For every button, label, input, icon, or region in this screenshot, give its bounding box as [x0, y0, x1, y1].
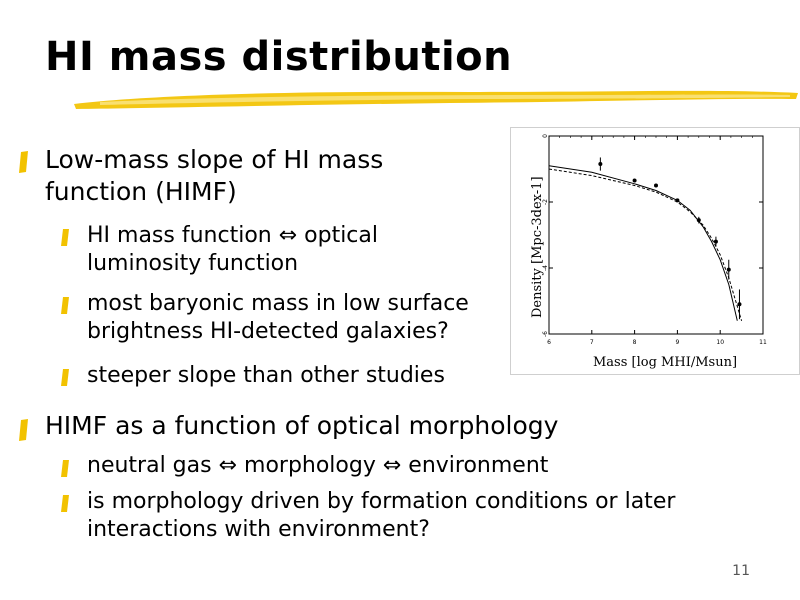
x-tick-label: 6: [547, 339, 551, 346]
title-underline-brushstroke: [74, 90, 798, 109]
data-point: [713, 239, 718, 244]
sub-bullet-marker-icon: [61, 297, 69, 314]
plot-frame: [548, 135, 764, 335]
brushstroke-highlight: [100, 94, 790, 105]
x-tick-label: 10: [716, 339, 724, 346]
slide-title: HI mass distribution: [45, 34, 513, 80]
sub-bullet-steeper-slope: steeper slope than other studies: [87, 363, 445, 388]
himf-curve: [548, 168, 743, 321]
sub-bullet-marker-icon: [61, 495, 69, 512]
himf-figure: 6 7 8 9 10 11 0 -2 -4 -6 Density [Mpc-3dex-1] Mas…: [510, 127, 800, 375]
x-tick-label: 7: [590, 339, 594, 346]
x-tick-label: 8: [633, 339, 637, 346]
data-point: [726, 267, 731, 272]
sub-bullet-marker-icon: [61, 229, 69, 246]
sub-bullet-baryonic-mass: most baryonic mass in low surface bright…: [87, 291, 469, 344]
data-point: [675, 198, 680, 203]
himf-curve: [548, 165, 738, 321]
bullet-himf-morphology: HIMF as a function of optical morphology: [45, 411, 559, 440]
y-tick-label: -2: [542, 199, 549, 205]
data-point: [654, 183, 658, 188]
data-point: [598, 162, 603, 167]
page-number: 11: [732, 563, 750, 579]
x-axis-label: Mass [log MHI/Msun]: [593, 355, 737, 370]
x-tick-label: 11: [759, 339, 767, 346]
himf-chart: 6 7 8 9 10 11 0 -2 -4 -6 Density [Mpc-3dex-1] Mas…: [530, 134, 767, 370]
bullet-marker-icon: [19, 419, 28, 441]
y-tick-label: 0: [542, 134, 549, 138]
data-point: [737, 302, 742, 307]
y-tick-label: -6: [542, 331, 549, 337]
y-axis-label: Density [Mpc-3dex-1]: [530, 176, 545, 318]
y-tick-label: -4: [542, 265, 549, 271]
bullet-marker-icon: [19, 151, 28, 173]
sub-bullet-gas-morphology-environment: neutral gas ⇔ morphology ⇔ environment: [87, 453, 549, 478]
data-point: [696, 218, 701, 223]
data-point: [632, 178, 637, 183]
bullet-himf-slope: Low-mass slope of HI mass function (HIMF…: [45, 145, 384, 206]
sub-bullet-formation-question: is morphology driven by formation condit…: [87, 489, 676, 542]
x-tick-label: 9: [675, 339, 679, 346]
sub-bullet-marker-icon: [61, 460, 69, 477]
sub-bullet-luminosity: HI mass function ⇔ optical luminosity fu…: [87, 223, 378, 276]
sub-bullet-marker-icon: [61, 369, 69, 386]
